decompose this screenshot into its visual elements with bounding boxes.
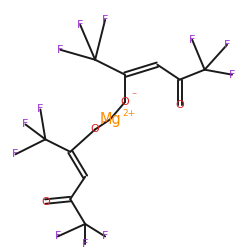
Text: ⁻: ⁻ (131, 92, 136, 102)
Text: F: F (189, 35, 196, 45)
Text: F: F (82, 239, 88, 249)
Text: F: F (37, 104, 44, 115)
Text: O: O (41, 196, 50, 206)
Text: 2+: 2+ (122, 109, 135, 118)
Text: ⁻: ⁻ (101, 119, 106, 129)
Text: F: F (57, 45, 64, 55)
Text: F: F (77, 20, 84, 30)
Text: Mg: Mg (99, 112, 121, 127)
Text: O: O (91, 124, 100, 134)
Text: F: F (12, 149, 19, 159)
Text: F: F (224, 40, 230, 50)
Text: F: F (229, 70, 235, 80)
Text: F: F (54, 232, 61, 241)
Text: F: F (102, 232, 108, 241)
Text: O: O (175, 100, 184, 110)
Text: F: F (22, 120, 29, 130)
Text: O: O (120, 97, 130, 107)
Text: F: F (102, 15, 108, 25)
